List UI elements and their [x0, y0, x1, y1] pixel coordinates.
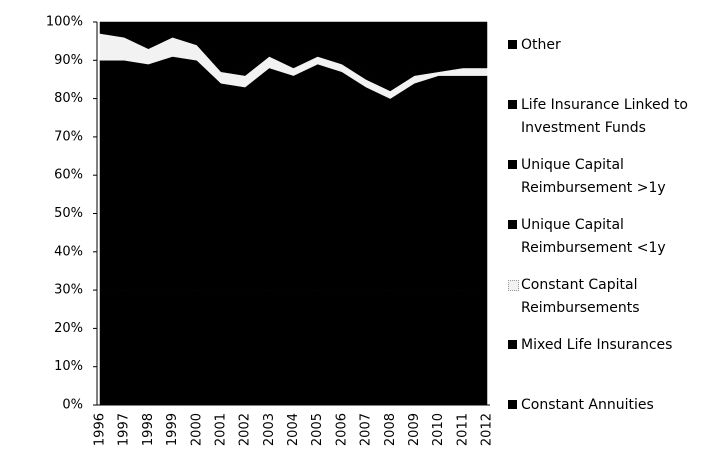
- legend-label: Mixed Life Insurances: [521, 337, 673, 353]
- y-tick-label: 50%: [54, 206, 83, 221]
- y-tick-label: 80%: [54, 91, 83, 106]
- x-tick-label: 1996: [93, 413, 108, 446]
- y-tick-label: 10%: [54, 359, 83, 374]
- y-tick-label: 30%: [54, 283, 83, 298]
- legend-entry: Mixed Life Insurances: [508, 334, 720, 357]
- x-tick-label: 2004: [286, 413, 301, 446]
- area: [99, 21, 488, 27]
- legend-marker: [508, 40, 517, 49]
- y-tick-label: 90%: [54, 53, 83, 68]
- y-tick-label: 40%: [54, 244, 83, 259]
- x-tick-label: 2006: [334, 413, 349, 446]
- y-tick-label: 70%: [54, 129, 83, 144]
- legend-entry: Constant Annuities: [508, 394, 720, 417]
- legend-label: Life Insurance Linked to Investment Fund…: [521, 97, 688, 136]
- legend-entry: Life Insurance Linked to Investment Fund…: [508, 94, 720, 140]
- y-tick-label: 20%: [54, 321, 83, 336]
- x-tick-label: 2008: [383, 413, 398, 446]
- y-tick-label: 0%: [62, 398, 83, 413]
- legend-entry: Unique Capital Reimbursement >1y: [508, 154, 720, 200]
- x-tick-label: 1998: [141, 413, 156, 446]
- x-tick-label: 2009: [407, 413, 422, 446]
- area: [99, 56, 488, 291]
- legend-marker: [508, 220, 517, 229]
- x-tick-label: 1999: [165, 413, 180, 446]
- legend-label: Unique Capital Reimbursement >1y: [521, 157, 666, 196]
- x-tick-label: 2005: [310, 413, 325, 446]
- x-tick-label: 2010: [431, 413, 446, 446]
- x-tick-label: 2000: [189, 413, 204, 446]
- x-tick-label: 1997: [117, 413, 132, 446]
- legend-entry: Other: [508, 34, 720, 57]
- legend-marker: [508, 280, 519, 291]
- legend-label: Constant Annuities: [521, 397, 654, 413]
- y-tick-label: 100%: [46, 15, 83, 30]
- legend-marker: [508, 160, 517, 169]
- legend-marker: [508, 340, 517, 349]
- legend-entry: Constant Capital Reimbursements: [508, 274, 720, 320]
- x-tick-label: 2003: [262, 413, 277, 446]
- y-tick-label: 60%: [54, 168, 83, 183]
- legend-marker: [508, 100, 517, 109]
- x-tick-label: 2007: [359, 413, 374, 446]
- x-tick-label: 2012: [480, 413, 495, 446]
- x-tick-label: 2011: [455, 413, 470, 446]
- x-tick-label: 2002: [238, 413, 253, 446]
- legend-marker: [508, 400, 517, 409]
- legend-label: Constant Capital Reimbursements: [521, 277, 640, 316]
- legend-entry: Unique Capital Reimbursement <1y: [508, 214, 720, 260]
- legend-label: Other: [521, 37, 561, 53]
- x-tick-label: 2001: [213, 413, 228, 446]
- legend-label: Unique Capital Reimbursement <1y: [521, 217, 666, 256]
- area: [99, 289, 488, 406]
